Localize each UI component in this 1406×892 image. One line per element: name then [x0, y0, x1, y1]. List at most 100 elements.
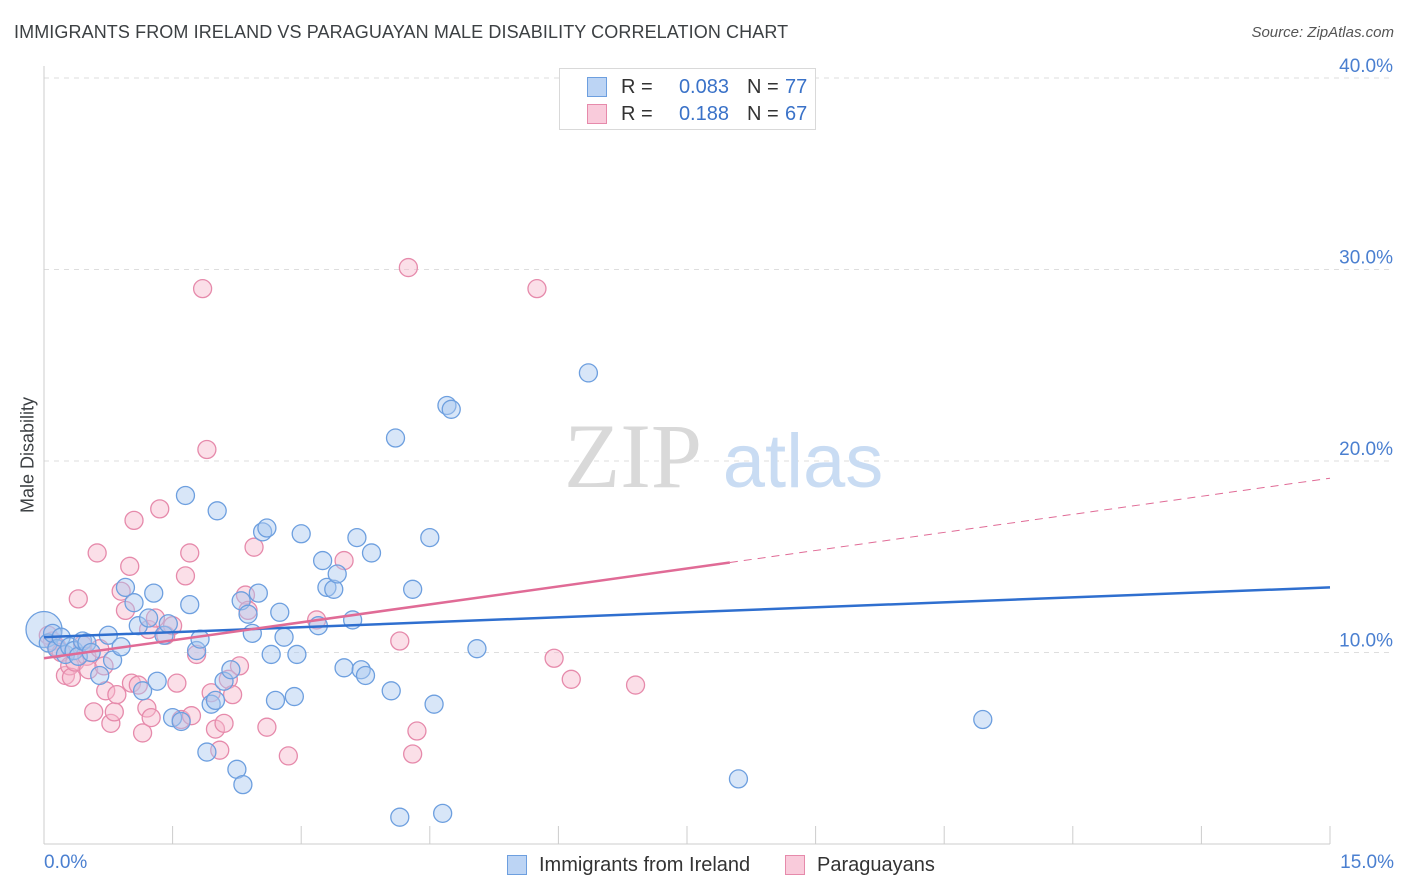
paraguayans-point-59 — [407, 721, 427, 741]
stats-row-paraguayans: R = 0.188 N = 67 — [560, 100, 807, 128]
ireland-point-48 — [274, 627, 294, 647]
paraguayans-point-31 — [150, 499, 170, 519]
ireland-point-50 — [287, 644, 307, 665]
paraguayans-point-34 — [167, 673, 187, 693]
r-label: R = — [621, 102, 653, 125]
ireland-point-54 — [317, 577, 337, 598]
paraguayans-point-26 — [132, 723, 153, 743]
blue-swatch — [507, 855, 527, 875]
ireland-point-69 — [433, 803, 453, 824]
ireland-point-34 — [207, 501, 227, 521]
paraguayans-point-17 — [101, 713, 121, 734]
paraguayans-point-63 — [625, 675, 646, 695]
watermark: ZIP atlas — [564, 405, 883, 507]
ireland-point-51 — [291, 524, 311, 544]
ireland-point-30 — [190, 629, 210, 649]
ireland-point-44 — [257, 518, 277, 538]
paraguayans-point-57 — [398, 257, 419, 278]
y-tick-labels: 10.0% 20.0% 30.0% 40.0% — [1339, 56, 1393, 652]
paraguayans-point-24 — [124, 510, 144, 531]
paraguayans-point-18 — [104, 702, 124, 722]
n-label: N = — [747, 102, 779, 125]
chart-title: IMMIGRANTS FROM IRELAND VS PARAGUAYAN MA… — [14, 22, 789, 42]
ireland-point-27 — [175, 485, 196, 506]
series-paraguayans — [38, 257, 646, 766]
ireland-point-28 — [180, 594, 200, 615]
axes — [43, 66, 1331, 845]
source-label: Source: ZipAtlas.com — [1251, 24, 1394, 41]
paraguayans-point-53 — [278, 746, 298, 766]
paraguayans-point-12 — [84, 702, 104, 722]
legend-item-ireland[interactable]: Immigrants from Ireland — [507, 850, 750, 880]
paraguayans-point-19 — [107, 684, 127, 705]
paraguayans-point-38 — [181, 706, 202, 726]
x-tick-max: 15.0% — [1340, 852, 1394, 873]
n-value: 67 — [785, 102, 808, 125]
paraguayans-point-40 — [192, 278, 213, 299]
ireland-point-46 — [265, 690, 286, 711]
paraguayans-point-61 — [544, 648, 564, 668]
ireland-point-35 — [214, 671, 234, 691]
ireland-point-24 — [158, 614, 178, 634]
legend-label: Immigrants from Ireland — [539, 853, 751, 876]
paraguayans-point-22 — [120, 556, 140, 576]
paraguayans-point-45 — [214, 713, 234, 734]
legend-item-paraguayans[interactable]: Paraguayans — [785, 850, 935, 880]
ireland-point-29 — [186, 640, 207, 661]
ireland-point-59 — [347, 527, 367, 548]
paraguayans-point-36 — [175, 566, 196, 586]
ireland-point-55 — [324, 579, 344, 599]
ireland-point-47 — [270, 602, 290, 622]
ireland-point-68 — [424, 694, 444, 714]
ireland-point-39 — [233, 774, 253, 795]
ireland-point-56 — [327, 564, 347, 584]
legend-label: Paraguayans — [817, 853, 935, 876]
paraguayans-point-37 — [180, 543, 200, 563]
y-tick-label-10: 10.0% — [1339, 631, 1393, 652]
ireland-point-73 — [578, 363, 599, 383]
pink-swatch — [785, 855, 805, 875]
ireland-point-40 — [238, 604, 258, 624]
paraguayans-point-13 — [87, 543, 107, 563]
paraguayans-point-23 — [121, 673, 142, 693]
pink-swatch — [587, 104, 607, 124]
paraguayans-point-60 — [527, 278, 547, 299]
ireland-point-26 — [171, 711, 191, 732]
r-value: 0.188 — [678, 102, 729, 125]
paraguayans-point-56 — [390, 631, 410, 651]
trend-line-paraguayans — [43, 561, 731, 660]
n-value: 77 — [785, 75, 808, 98]
ireland-point-19 — [132, 681, 153, 701]
ireland-point-31 — [197, 742, 217, 762]
ireland-point-74 — [728, 769, 749, 789]
ireland-point-21 — [144, 583, 164, 603]
ireland-point-66 — [403, 579, 423, 599]
ireland-point-62 — [361, 543, 382, 563]
y-tick-label-20: 20.0% — [1339, 439, 1393, 460]
paraguayans-point-62 — [561, 669, 581, 689]
ireland-point-64 — [385, 428, 406, 448]
blue-swatch — [587, 77, 607, 97]
ireland-point-61 — [355, 665, 376, 686]
ireland-point-17 — [124, 593, 144, 613]
ireland-point-22 — [147, 671, 167, 691]
y-tick-label-40: 40.0% — [1339, 56, 1393, 77]
ireland-point-16 — [115, 577, 136, 598]
ireland-point-71 — [441, 399, 461, 419]
paraguayans-point-8 — [68, 589, 88, 609]
series-legend: Immigrants from Ireland Paraguayans — [0, 850, 1406, 880]
series-immigrants-from-ireland — [25, 363, 993, 827]
stats-row-ireland: R = 0.083 N = 77 — [560, 73, 807, 101]
r-label: R = — [621, 75, 653, 98]
ireland-point-53 — [312, 550, 333, 571]
ireland-point-75 — [973, 709, 993, 730]
trend-lines — [43, 477, 1331, 660]
x-tick-min: 0.0% — [44, 852, 88, 873]
ireland-point-20 — [138, 608, 159, 628]
y-tick-label-30: 30.0% — [1339, 248, 1393, 269]
ireland-point-57 — [334, 658, 354, 678]
trend-line-paraguayans-extension — [729, 477, 1331, 563]
watermark-zip: ZIP — [564, 405, 702, 507]
paraguayans-point-29 — [141, 707, 161, 728]
